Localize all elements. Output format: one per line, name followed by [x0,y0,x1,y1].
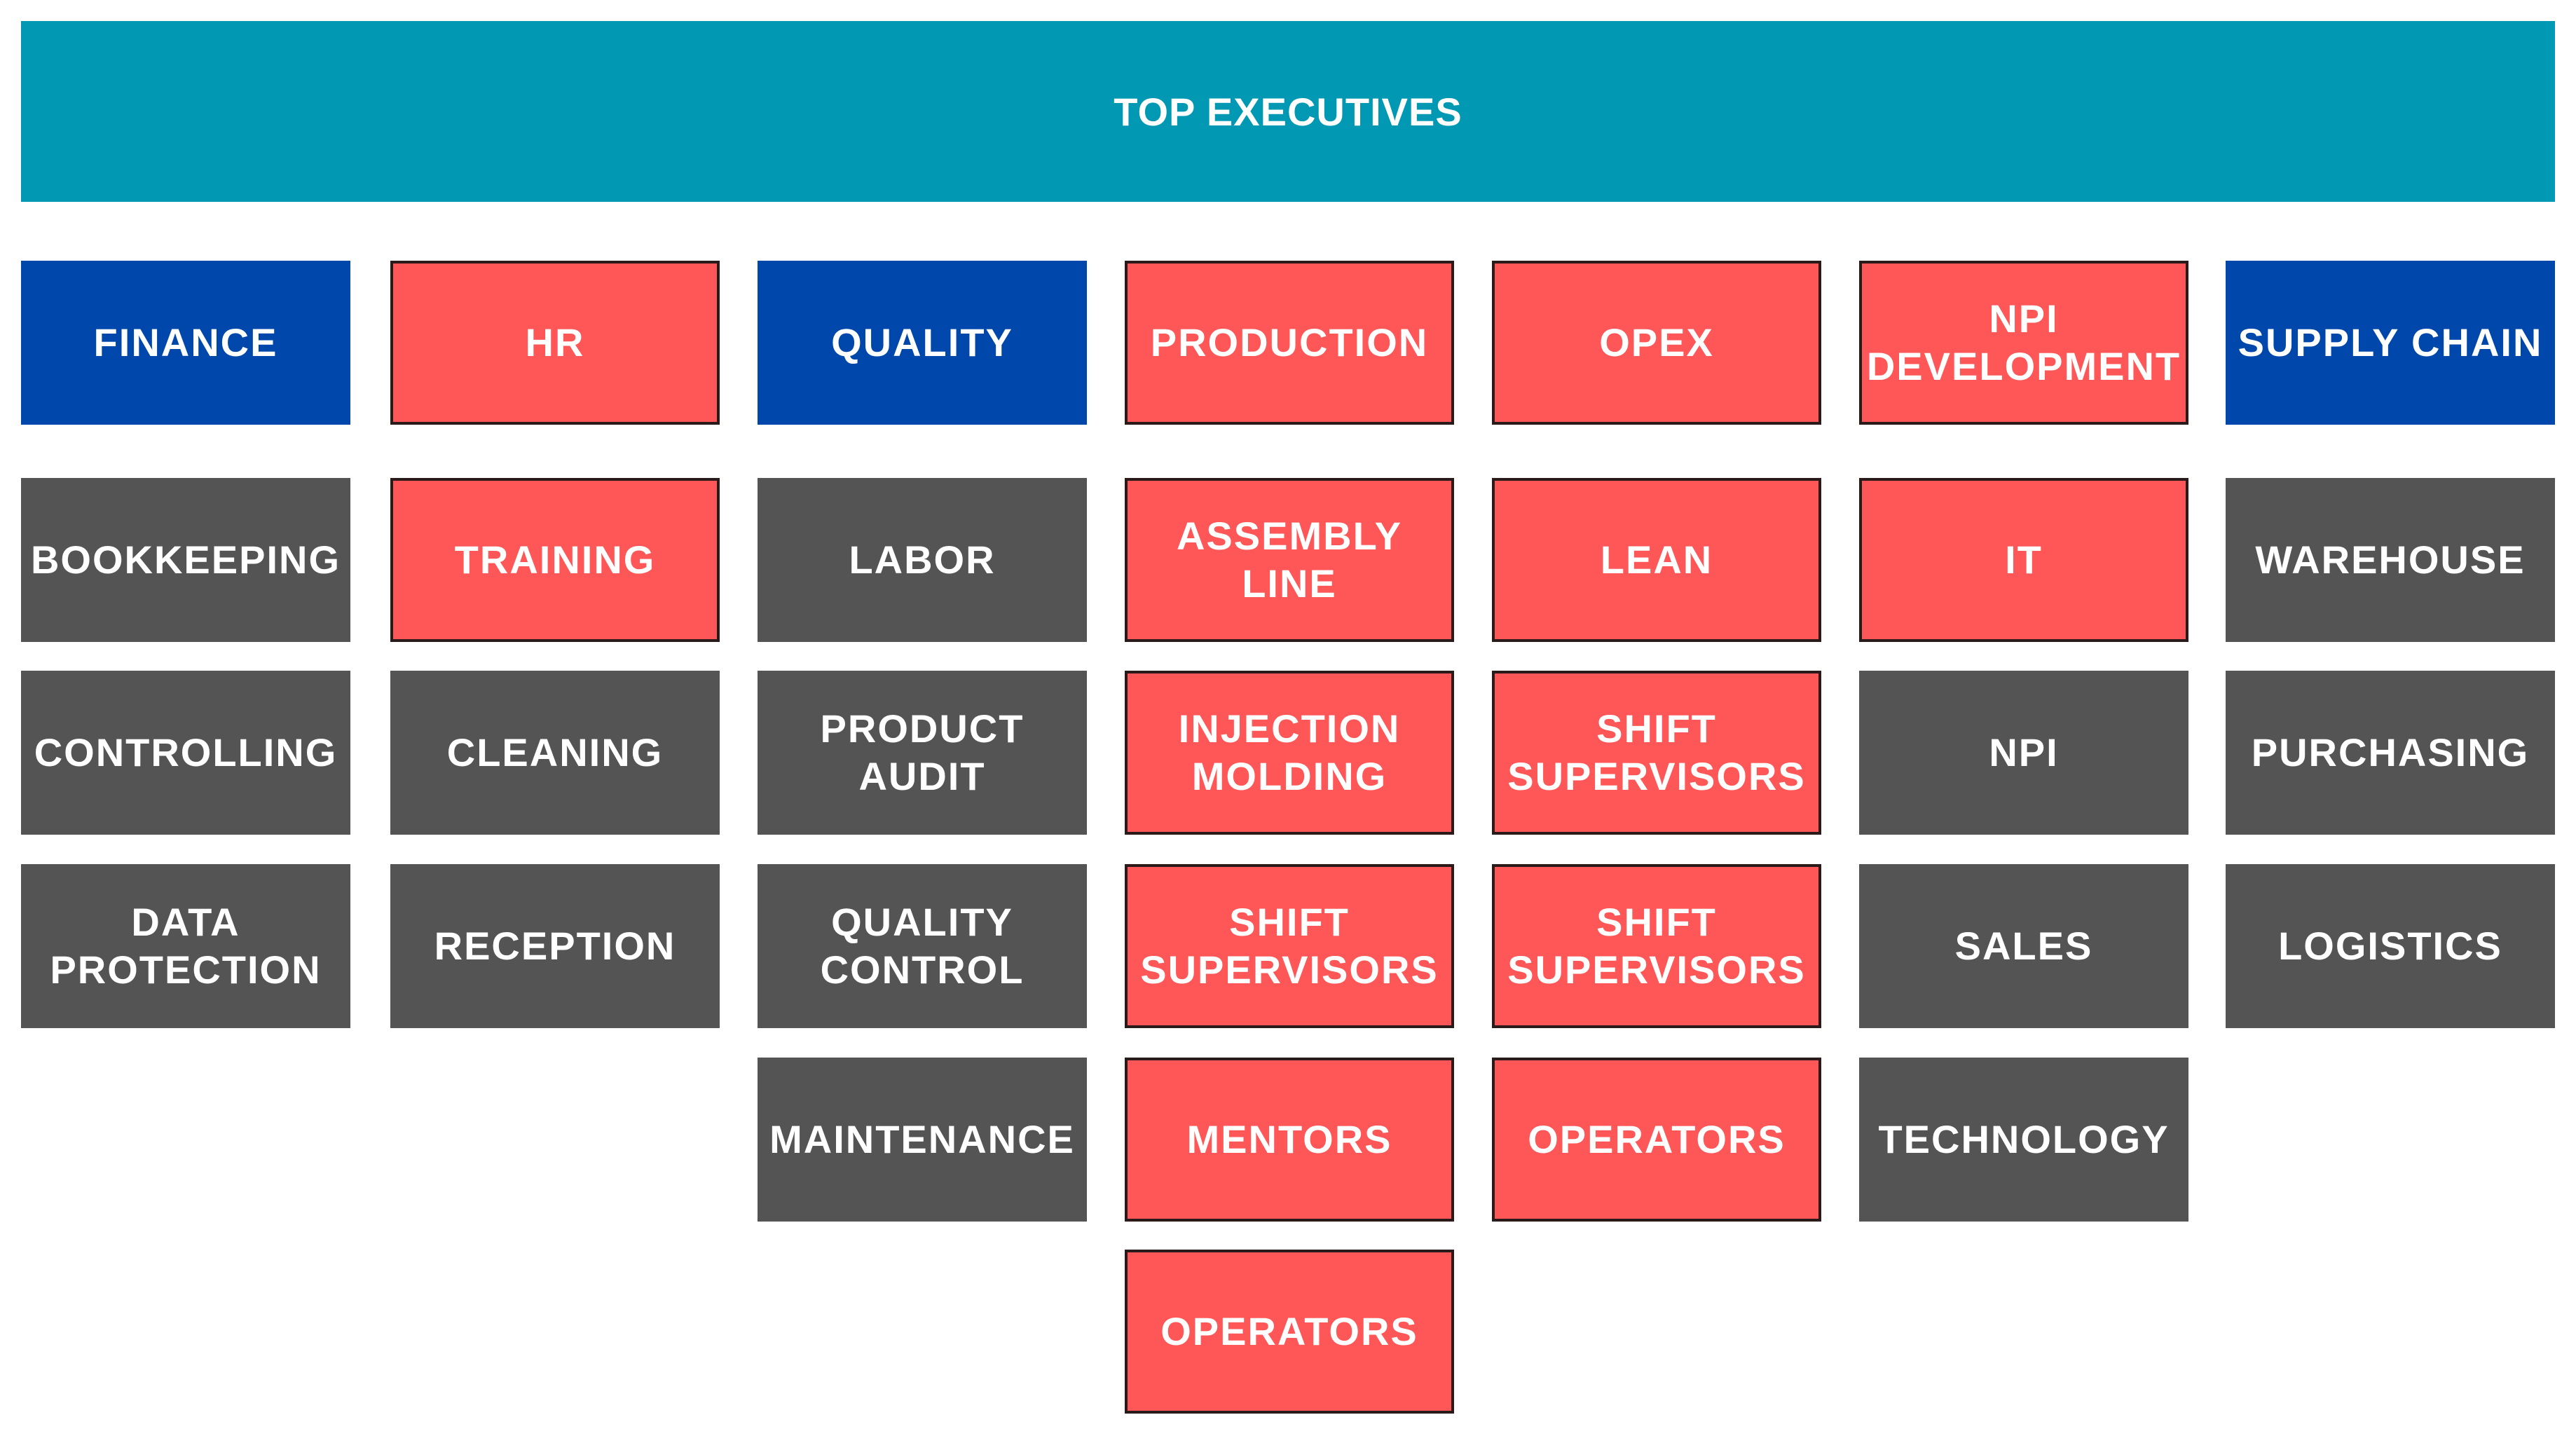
dept-hr: HR [390,261,720,425]
unit-maintenance: MAINTENANCE [758,1058,1087,1222]
dept-opex: OPEX [1492,261,1821,425]
unit-quality-control: QUALITY CONTROL [758,864,1087,1028]
dept-production: PRODUCTION [1125,261,1454,425]
top-executives-label: TOP EXECUTIVES [1114,89,1462,134]
unit-cleaning: CLEANING [390,671,720,835]
unit-it: IT [1859,478,2188,642]
unit-sales: SALES [1859,864,2188,1028]
unit-npi: NPI [1859,671,2188,835]
unit-training: TRAINING [390,478,720,642]
top-executives-box: TOP EXECUTIVES [21,21,2555,202]
unit-injection-molding: INJECTION MOLDING [1125,671,1454,835]
unit-purchasing: PURCHASING [2226,671,2555,835]
unit-data-protection: DATA PROTECTION [21,864,350,1028]
unit-warehouse: WAREHOUSE [2226,478,2555,642]
dept-supply-chain: SUPPLY CHAIN [2226,261,2555,425]
unit-mentors: MENTORS [1125,1058,1454,1222]
unit-assembly-line: ASSEMBLY LINE [1125,478,1454,642]
unit-shift-supervisors: SHIFT SUPERVISORS [1492,864,1821,1028]
unit-labor: LABOR [758,478,1087,642]
dept-finance: FINANCE [21,261,350,425]
dept-npi-development: NPI DEVELOPMENT [1859,261,2188,425]
unit-product-audit: PRODUCT AUDIT [758,671,1087,835]
unit-operators: OPERATORS [1492,1058,1821,1222]
unit-logistics: LOGISTICS [2226,864,2555,1028]
unit-controlling: CONTROLLING [21,671,350,835]
unit-shift-supervisors: SHIFT SUPERVISORS [1125,864,1454,1028]
dept-quality: QUALITY [758,261,1087,425]
unit-operators: OPERATORS [1125,1250,1454,1414]
unit-reception: RECEPTION [390,864,720,1028]
unit-lean: LEAN [1492,478,1821,642]
unit-bookkeeping: BOOKKEEPING [21,478,350,642]
unit-technology: TECHNOLOGY [1859,1058,2188,1222]
unit-shift-supervisors: SHIFT SUPERVISORS [1492,671,1821,835]
